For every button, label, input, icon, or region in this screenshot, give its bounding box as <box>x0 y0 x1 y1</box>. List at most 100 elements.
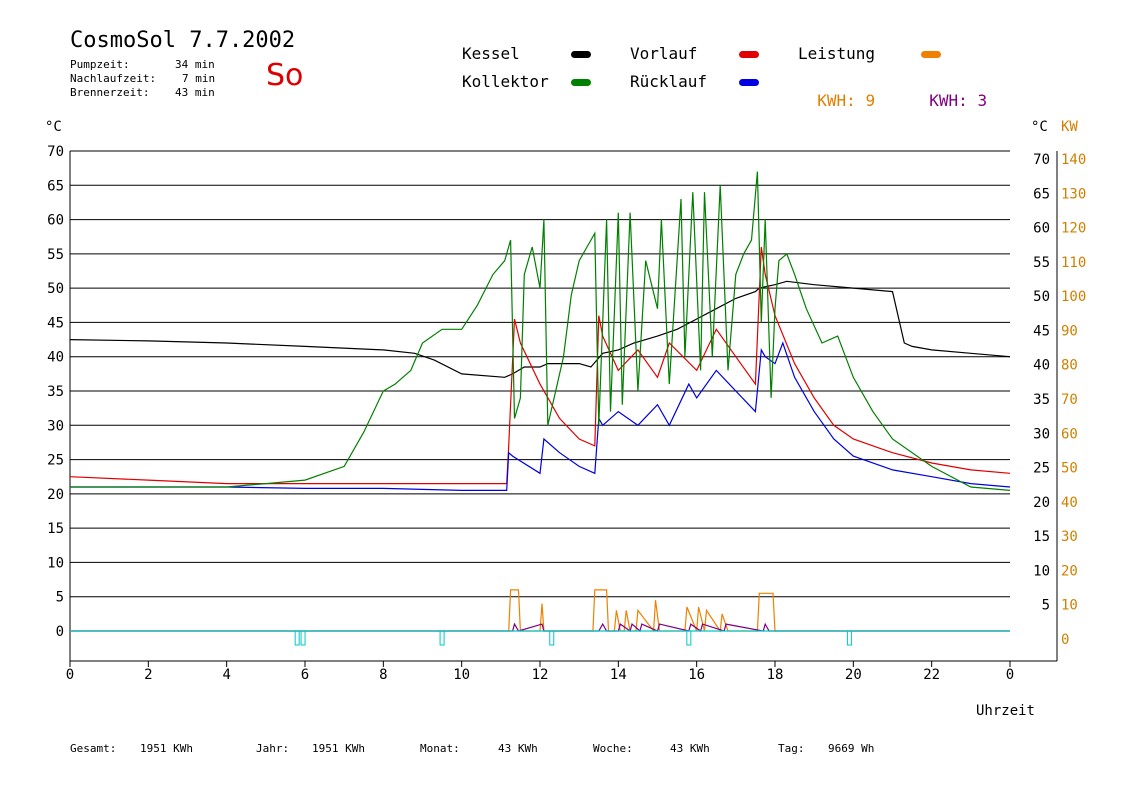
legend-label-kollektor: Kollektor <box>462 72 549 91</box>
y-right-tick-label: 25 <box>1033 461 1050 477</box>
y-tick-label: 30 <box>47 418 64 434</box>
x-tick-label: 22 <box>923 667 940 683</box>
x-tick-label: 4 <box>222 667 230 683</box>
y-tick-label: 20 <box>47 487 64 503</box>
y-tick-label: 45 <box>47 315 64 331</box>
y-tick-label: 40 <box>47 350 64 366</box>
x-tick-label: 8 <box>379 667 387 683</box>
y2-tick-label: 140 <box>1061 152 1086 168</box>
pump-marker <box>686 630 692 646</box>
y2-tick-label: 130 <box>1061 186 1086 202</box>
x-tick-label: 10 <box>453 667 470 683</box>
pump-marker <box>300 630 306 646</box>
stat-value-nachlauf: 7 min <box>182 72 216 85</box>
kwh-2-value: 3 <box>977 91 988 110</box>
pump-marker <box>846 630 852 646</box>
y2-tick-label: 40 <box>1061 495 1078 511</box>
y-tick-label: 70 <box>47 144 64 160</box>
y-right-tick-label: 15 <box>1033 529 1050 545</box>
x-tick-label: 20 <box>845 667 862 683</box>
y-tick-label: 55 <box>47 247 64 263</box>
y2-tick-label: 50 <box>1061 461 1078 477</box>
x-tick-label: 0 <box>66 667 74 683</box>
y2-tick-label: 100 <box>1061 289 1086 305</box>
x-tick-label: 12 <box>532 667 549 683</box>
x-tick-label: 14 <box>610 667 627 683</box>
kwh-1-value: 9 <box>865 91 876 110</box>
legend-swatch-vorlauf <box>739 51 759 58</box>
y-tick-label: 50 <box>47 281 64 297</box>
y-tick-label: 60 <box>47 213 64 229</box>
y-right-tick-label: 35 <box>1033 392 1050 408</box>
y2-tick-label: 70 <box>1061 392 1078 408</box>
footer-label-tag: Tag: <box>778 742 805 755</box>
y-tick-label: 0 <box>56 624 64 640</box>
y-right-tick-label: 60 <box>1033 221 1050 237</box>
footer-value-tag: 9669 Wh <box>828 742 875 755</box>
y-tick-label: 10 <box>47 555 64 571</box>
y2-tick-label: 30 <box>1061 529 1078 545</box>
footer-label-woche: Woche: <box>593 742 633 755</box>
series-line-kollektor <box>70 171 1011 491</box>
legend-kwh-2: KWH: 3 <box>910 72 987 110</box>
footer-label-gesamt: Gesamt: <box>70 742 117 755</box>
y2-tick-label: 10 <box>1061 598 1078 614</box>
y-tick-label: 35 <box>47 384 64 400</box>
y-tick-label: 15 <box>47 521 64 537</box>
y2-tick-label: 110 <box>1061 255 1086 271</box>
legend-kwh-1: KWH: 9 <box>798 72 875 110</box>
x-tick-label: 18 <box>767 667 784 683</box>
y-right-tick-label: 70 <box>1033 152 1050 168</box>
stat-label-brenner: Brennerzeit: <box>70 86 150 99</box>
y2-tick-label: 80 <box>1061 358 1078 374</box>
x-tick-label: 6 <box>301 667 309 683</box>
y2-tick-label: 20 <box>1061 563 1078 579</box>
legend-label-vorlauf: Vorlauf <box>630 44 698 63</box>
legend-label-ruecklauf: Rücklauf <box>630 72 708 91</box>
y-axis-unit-right: °C <box>1031 119 1048 135</box>
stat-value-pump: 34 min <box>175 58 215 71</box>
y2-tick-label: 0 <box>1061 632 1069 648</box>
stat-label-pump: Pumpzeit: <box>70 58 130 71</box>
y-right-tick-label: 50 <box>1033 289 1050 305</box>
y-right-tick-label: 55 <box>1033 255 1050 271</box>
y2-tick-label: 120 <box>1061 221 1086 237</box>
series-line-r-cklauf <box>70 341 1011 491</box>
kwh-2-label: KWH: <box>929 91 968 110</box>
y-right-tick-label: 45 <box>1033 323 1050 339</box>
y-axis-unit-left: °C <box>45 119 62 135</box>
legend-label-kessel: Kessel <box>462 44 520 63</box>
x-tick-label: 2 <box>144 667 152 683</box>
y2-tick-label: 60 <box>1061 426 1078 442</box>
x-tick-label: 16 <box>688 667 705 683</box>
y-right-tick-label: 30 <box>1033 426 1050 442</box>
legend-swatch-kessel <box>571 51 591 58</box>
series-line-vorlauf <box>69 246 1011 485</box>
chart-title: CosmoSol 7.7.2002 <box>70 28 296 53</box>
pump-marker <box>439 630 445 646</box>
y-right-tick-label: 5 <box>1042 598 1050 614</box>
footer-value-woche: 43 KWh <box>670 742 710 755</box>
footer-value-monat: 43 KWh <box>498 742 538 755</box>
series-line-kessel <box>69 280 1011 378</box>
y-tick-label: 5 <box>56 590 64 606</box>
legend-label-leistung: Leistung <box>798 44 876 63</box>
pump-marker <box>294 630 300 646</box>
footer-label-monat: Monat: <box>420 742 460 755</box>
footer-value-gesamt: 1951 KWh <box>140 742 193 755</box>
footer-value-jahr: 1951 KWh <box>312 742 365 755</box>
stat-value-brenner: 43 min <box>175 86 215 99</box>
x-axis-label: Uhrzeit <box>976 703 1035 719</box>
y-tick-label: 65 <box>47 178 64 194</box>
x-tick-label: 0 <box>1006 667 1014 683</box>
y-right-tick-label: 65 <box>1033 186 1050 202</box>
day-label: So <box>266 58 304 93</box>
kwh-1-label: KWH: <box>817 91 856 110</box>
legend-swatch-leistung <box>921 51 941 58</box>
y-tick-label: 25 <box>47 453 64 469</box>
y-right-tick-label: 40 <box>1033 358 1050 374</box>
stat-label-nachlauf: Nachlaufzeit: <box>70 72 157 85</box>
y-right-tick-label: 20 <box>1033 495 1050 511</box>
y-right-tick-label: 10 <box>1033 563 1050 579</box>
